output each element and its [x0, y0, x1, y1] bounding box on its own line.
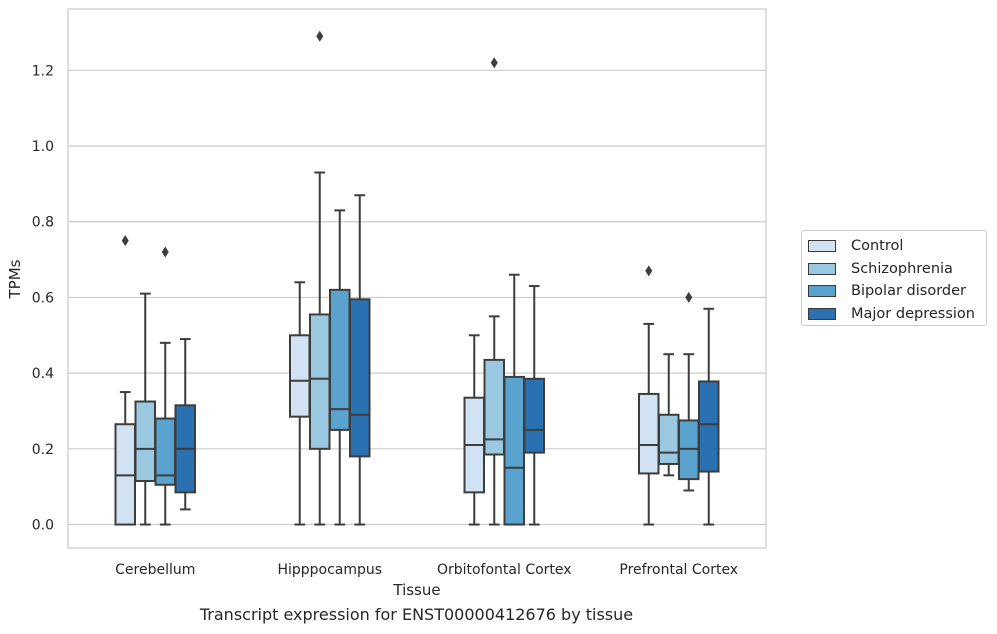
box-group — [698, 307, 720, 526]
y-tick-label: 0.6 — [32, 290, 54, 306]
box-group — [638, 265, 660, 526]
box-group — [114, 235, 136, 526]
x-tick-label: Cerebellum — [115, 562, 195, 578]
box-group — [463, 334, 485, 526]
outlier-point — [490, 57, 498, 69]
box-group — [154, 246, 176, 526]
box-group — [174, 338, 196, 511]
box-iqr — [309, 313, 331, 450]
box-group — [678, 291, 700, 492]
y-tick-label: 1.2 — [32, 63, 54, 79]
legend-label-control: Control — [851, 238, 904, 255]
box-group — [483, 57, 505, 526]
box-iqr — [658, 413, 680, 465]
legend-swatch-control — [808, 240, 836, 253]
outlier-point — [121, 235, 129, 247]
outlier-point — [161, 246, 169, 258]
legend-item-major-depression: Major depression — [808, 303, 986, 326]
box-group — [134, 292, 156, 526]
legend-swatch-bipolar-disorder — [808, 285, 836, 298]
box-iqr — [638, 392, 660, 475]
box-group — [503, 273, 525, 526]
y-tick-label: 0.4 — [32, 366, 54, 382]
box-group — [658, 353, 680, 477]
box-group — [309, 30, 331, 526]
box-iqr — [134, 400, 156, 483]
legend-item-bipolar-disorder: Bipolar disorder — [808, 280, 986, 303]
x-tick-labels: Cerebellum Hipppocampus Orbitofontal Corte… — [115, 562, 738, 578]
outlier-point — [685, 291, 693, 303]
legend-label-major-depression: Major depression — [851, 305, 975, 322]
box-group — [329, 209, 351, 526]
legend: Control Schizophrenia Bipolar disorder M… — [801, 230, 987, 326]
x-axis-label: Tissue — [392, 581, 440, 599]
box-iqr — [698, 380, 720, 473]
box-group — [349, 194, 371, 526]
y-tick-label: 0.0 — [32, 518, 54, 534]
box-iqr — [523, 377, 545, 454]
legend-item-schizophrenia: Schizophrenia — [808, 258, 986, 281]
y-tick-labels: 0.0 0.2 0.4 0.6 0.8 1.0 1.2 — [32, 63, 54, 533]
box-iqr — [503, 375, 525, 526]
legend-item-control: Control — [808, 235, 986, 258]
chart-caption: Transcript expression for ENST0000041267… — [199, 605, 634, 624]
box-iqr — [289, 334, 311, 418]
y-tick-label: 0.2 — [32, 442, 54, 458]
y-axis-label: TPMs — [6, 259, 24, 299]
x-tick-label: Prefrontal Cortex — [619, 562, 738, 578]
y-tick-label: 1.0 — [32, 139, 54, 155]
outlier-point — [316, 30, 324, 42]
box-iqr — [349, 298, 371, 458]
plot-frame — [67, 8, 767, 549]
x-tick-label: Hipppocampus — [277, 562, 382, 578]
outlier-point — [645, 265, 653, 277]
box-group — [523, 285, 545, 526]
legend-label-schizophrenia: Schizophrenia — [851, 260, 953, 277]
box-group — [289, 281, 311, 526]
y-tick-label: 0.8 — [32, 215, 54, 231]
x-tick-label: Orbitofontal Cortex — [437, 562, 572, 578]
legend-swatch-schizophrenia — [808, 262, 836, 275]
legend-label-bipolar-disorder: Bipolar disorder — [851, 283, 966, 300]
legend-swatch-major-depression — [808, 307, 836, 320]
box-marks — [114, 30, 720, 526]
